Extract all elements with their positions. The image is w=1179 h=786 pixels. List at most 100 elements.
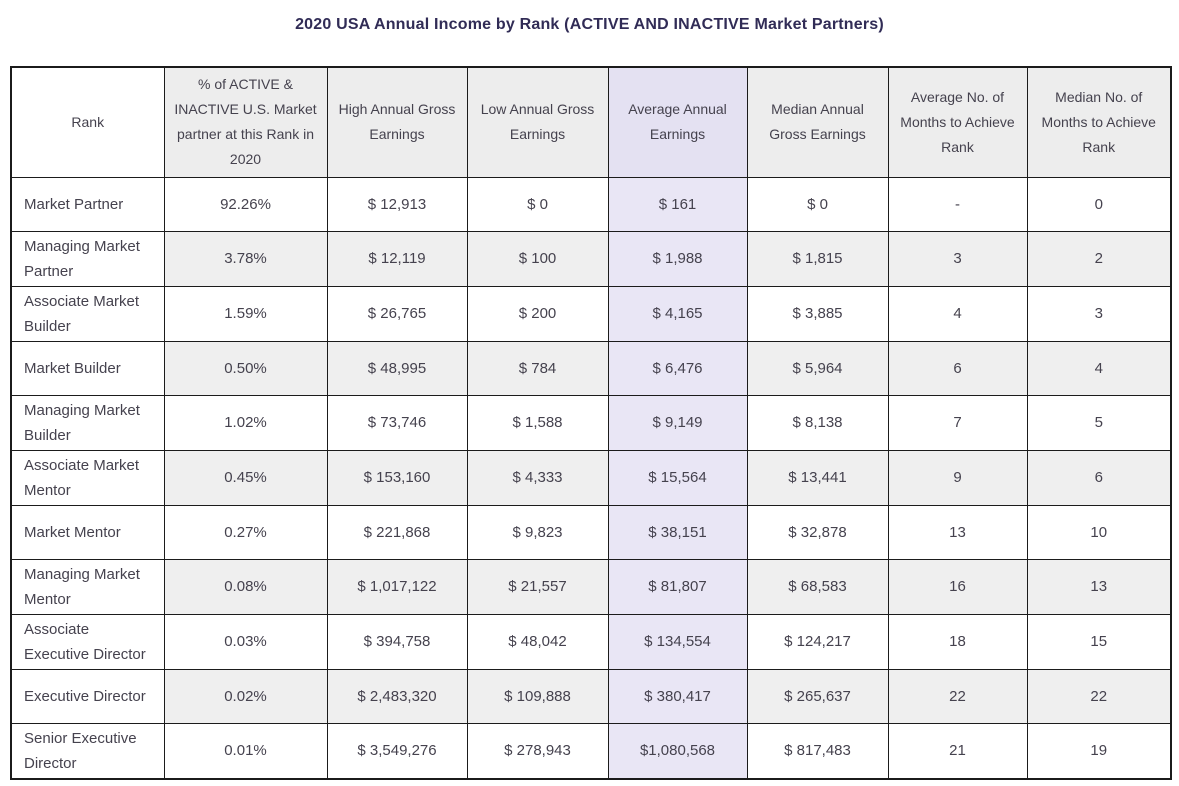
value-cell: $ 784 bbox=[466, 340, 609, 396]
value-cell: 0.03% bbox=[163, 613, 328, 670]
table-row: Managing Market Mentor 0.08% $ 1,017,122 $ … bbox=[10, 558, 1172, 615]
value-cell: $ 124,217 bbox=[746, 613, 889, 670]
value-cell: 13 bbox=[887, 504, 1028, 560]
value-cell: 13 bbox=[1026, 558, 1172, 615]
rank-cell: Executive Director bbox=[10, 668, 165, 724]
value-cell: 15 bbox=[1026, 613, 1172, 670]
column-header-4: Average Annual Earnings bbox=[607, 66, 748, 178]
value-cell: 22 bbox=[1026, 668, 1172, 724]
avg-earnings-cell: $ 1,988 bbox=[607, 230, 748, 287]
value-cell: $ 2,483,320 bbox=[326, 668, 468, 724]
avg-earnings-cell: $ 9,149 bbox=[607, 394, 748, 451]
value-cell: $ 12,913 bbox=[326, 176, 468, 232]
table-row: Associate Market Builder 1.59% $ 26,765 $ 2… bbox=[10, 285, 1172, 342]
rank-cell: Associate Market Mentor bbox=[10, 449, 165, 506]
avg-earnings-cell: $ 38,151 bbox=[607, 504, 748, 560]
value-cell: $ 73,746 bbox=[326, 394, 468, 451]
value-cell: $ 5,964 bbox=[746, 340, 889, 396]
header-row: Rank% of ACTIVE & INACTIVE U.S. Market p… bbox=[10, 66, 1172, 178]
value-cell: $ 32,878 bbox=[746, 504, 889, 560]
column-header-7: Median No. of Months to Achieve Rank bbox=[1026, 66, 1172, 178]
table-row: Associate Executive Director 0.03% $ 394,7… bbox=[10, 613, 1172, 670]
table-row: Market Partner 92.26% $ 12,913 $ 0 $ 161 $ 0-… bbox=[10, 176, 1172, 232]
value-cell: 0.01% bbox=[163, 722, 328, 779]
value-cell: 3 bbox=[887, 230, 1028, 287]
value-cell: 0.08% bbox=[163, 558, 328, 615]
rank-cell: Managing Market Mentor bbox=[10, 558, 165, 615]
value-cell: $ 48,042 bbox=[466, 613, 609, 670]
avg-earnings-cell: $ 134,554 bbox=[607, 613, 748, 670]
value-cell: 9 bbox=[887, 449, 1028, 506]
value-cell: $ 278,943 bbox=[466, 722, 609, 779]
value-cell: $ 8,138 bbox=[746, 394, 889, 451]
rank-cell: Associate Executive Director bbox=[10, 613, 165, 670]
value-cell: 1.59% bbox=[163, 285, 328, 342]
value-cell: $ 4,333 bbox=[466, 449, 609, 506]
avg-earnings-cell: $ 380,417 bbox=[607, 668, 748, 724]
rank-cell: Managing Market Builder bbox=[10, 394, 165, 451]
column-header-1: % of ACTIVE & INACTIVE U.S. Market partn… bbox=[163, 66, 328, 178]
rank-cell: Market Mentor bbox=[10, 504, 165, 560]
value-cell: $ 9,823 bbox=[466, 504, 609, 560]
value-cell: 1.02% bbox=[163, 394, 328, 451]
table-row: Managing Market Partner 3.78% $ 12,119 $ 10… bbox=[10, 230, 1172, 287]
avg-earnings-cell: $ 81,807 bbox=[607, 558, 748, 615]
value-cell: $ 13,441 bbox=[746, 449, 889, 506]
value-cell: 5 bbox=[1026, 394, 1172, 451]
value-cell: 3.78% bbox=[163, 230, 328, 287]
rank-cell: Senior Executive Director bbox=[10, 722, 165, 779]
value-cell: 4 bbox=[1026, 340, 1172, 396]
value-cell: $ 817,483 bbox=[746, 722, 889, 779]
value-cell: 6 bbox=[887, 340, 1028, 396]
value-cell: 16 bbox=[887, 558, 1028, 615]
value-cell: $ 1,588 bbox=[466, 394, 609, 451]
value-cell: $ 48,995 bbox=[326, 340, 468, 396]
table-row: Executive Director 0.02% $ 2,483,320 $ 109,… bbox=[10, 668, 1172, 724]
column-header-6: Average No. of Months to Achieve Rank bbox=[887, 66, 1028, 178]
value-cell: 0.27% bbox=[163, 504, 328, 560]
value-cell: $ 21,557 bbox=[466, 558, 609, 615]
avg-earnings-cell: $1,080,568 bbox=[607, 722, 748, 779]
value-cell: 7 bbox=[887, 394, 1028, 451]
table-body: Market Partner 92.26% $ 12,913 $ 0 $ 161 $ 0-… bbox=[10, 176, 1172, 779]
value-cell: $ 200 bbox=[466, 285, 609, 342]
value-cell: $ 265,637 bbox=[746, 668, 889, 724]
avg-earnings-cell: $ 15,564 bbox=[607, 449, 748, 506]
value-cell: 0.02% bbox=[163, 668, 328, 724]
value-cell: 2 bbox=[1026, 230, 1172, 287]
value-cell: 19 bbox=[1026, 722, 1172, 779]
rank-cell: Market Builder bbox=[10, 340, 165, 396]
rank-cell: Associate Market Builder bbox=[10, 285, 165, 342]
table-row: Market Builder 0.50% $ 48,995 $ 784 $ 6,476 $… bbox=[10, 340, 1172, 396]
value-cell: 18 bbox=[887, 613, 1028, 670]
value-cell: - bbox=[887, 176, 1028, 232]
column-header-2: High Annual Gross Earnings bbox=[326, 66, 468, 178]
value-cell: 0.45% bbox=[163, 449, 328, 506]
income-by-rank-table: Rank% of ACTIVE & INACTIVE U.S. Market p… bbox=[10, 66, 1172, 780]
column-header-0: Rank bbox=[10, 66, 165, 178]
rank-cell: Market Partner bbox=[10, 176, 165, 232]
value-cell: $ 12,119 bbox=[326, 230, 468, 287]
value-cell: $ 3,549,276 bbox=[326, 722, 468, 779]
value-cell: 3 bbox=[1026, 285, 1172, 342]
column-header-3: Low Annual Gross Earnings bbox=[466, 66, 609, 178]
avg-earnings-cell: $ 6,476 bbox=[607, 340, 748, 396]
value-cell: $ 221,868 bbox=[326, 504, 468, 560]
value-cell: 4 bbox=[887, 285, 1028, 342]
value-cell: $ 1,815 bbox=[746, 230, 889, 287]
value-cell: $ 0 bbox=[466, 176, 609, 232]
rank-cell: Managing Market Partner bbox=[10, 230, 165, 287]
page-title: 2020 USA Annual Income by Rank (ACTIVE A… bbox=[295, 16, 884, 33]
table-row: Market Mentor 0.27% $ 221,868 $ 9,823 $ 38,1… bbox=[10, 504, 1172, 560]
value-cell: $ 3,885 bbox=[746, 285, 889, 342]
value-cell: $ 26,765 bbox=[326, 285, 468, 342]
avg-earnings-cell: $ 4,165 bbox=[607, 285, 748, 342]
table-row: Managing Market Builder 1.02% $ 73,746 $ 1,… bbox=[10, 394, 1172, 451]
table-row: Senior Executive Director 0.01% $ 3,549,27… bbox=[10, 722, 1172, 779]
table-header: Rank% of ACTIVE & INACTIVE U.S. Market p… bbox=[10, 66, 1172, 178]
value-cell: $ 68,583 bbox=[746, 558, 889, 615]
value-cell: 21 bbox=[887, 722, 1028, 779]
value-cell: $ 153,160 bbox=[326, 449, 468, 506]
value-cell: $ 1,017,122 bbox=[326, 558, 468, 615]
value-cell: $ 100 bbox=[466, 230, 609, 287]
